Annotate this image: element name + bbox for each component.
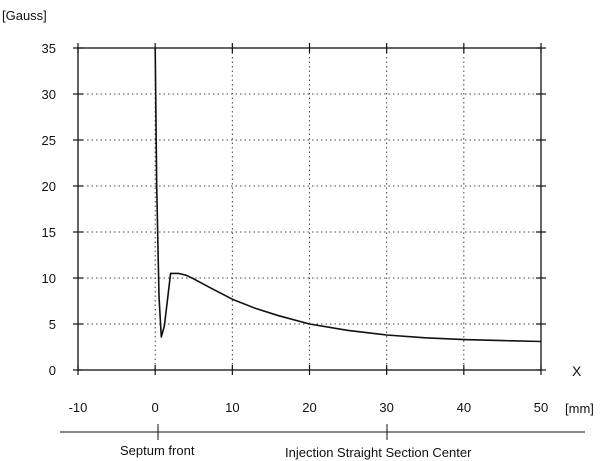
x-tick-label: 20 bbox=[302, 400, 316, 415]
x-tick-label: -10 bbox=[69, 400, 88, 415]
x-axis-label: X bbox=[572, 363, 582, 379]
data-point bbox=[308, 323, 311, 325]
data-point bbox=[424, 337, 426, 339]
series-line bbox=[154, 47, 542, 343]
x-tick-label: 40 bbox=[457, 400, 471, 415]
data-point bbox=[278, 315, 280, 317]
x-axis-unit: [mm] bbox=[565, 401, 594, 416]
data-point bbox=[254, 307, 257, 309]
y-axis-ticks: 0 5 10 15 20 25 30 35 bbox=[42, 41, 546, 378]
grid bbox=[78, 48, 541, 370]
x-tick-label: 0 bbox=[152, 400, 159, 415]
data-point bbox=[154, 47, 156, 49]
y-tick-label: 30 bbox=[42, 87, 56, 102]
y-tick-label: 25 bbox=[42, 133, 56, 148]
data-point bbox=[501, 339, 504, 342]
x-axis-ticks: -10 0 10 20 30 40 50 bbox=[69, 43, 548, 415]
data-point bbox=[185, 274, 187, 276]
data-point bbox=[208, 286, 210, 288]
y-tick-label: 35 bbox=[42, 41, 56, 56]
data-point bbox=[177, 272, 179, 274]
x-tick-label: 30 bbox=[379, 400, 393, 415]
y-tick-label: 20 bbox=[42, 179, 56, 194]
x-tick-label: 10 bbox=[225, 400, 239, 415]
data-point bbox=[347, 329, 349, 332]
data-point bbox=[231, 298, 233, 300]
data-marks bbox=[154, 47, 542, 343]
data-point bbox=[163, 325, 166, 327]
data-point bbox=[156, 185, 158, 187]
y-tick-label: 10 bbox=[42, 271, 56, 286]
data-point bbox=[193, 278, 195, 280]
y-tick-label: 0 bbox=[49, 363, 56, 378]
data-point bbox=[386, 334, 388, 336]
septum-front-label: Septum front bbox=[120, 443, 195, 458]
data-point bbox=[540, 340, 542, 343]
plot-frame bbox=[77, 47, 542, 371]
data-point bbox=[158, 295, 160, 297]
data-point bbox=[170, 272, 172, 274]
section-center-label: Injection Straight Section Center bbox=[285, 445, 472, 460]
y-tick-label: 15 bbox=[42, 225, 56, 240]
data-point bbox=[160, 336, 162, 338]
x-tick-label: 50 bbox=[534, 400, 548, 415]
y-axis-label: [Gauss] bbox=[2, 8, 47, 23]
data-point bbox=[463, 339, 465, 341]
y-tick-label: 5 bbox=[49, 317, 56, 332]
